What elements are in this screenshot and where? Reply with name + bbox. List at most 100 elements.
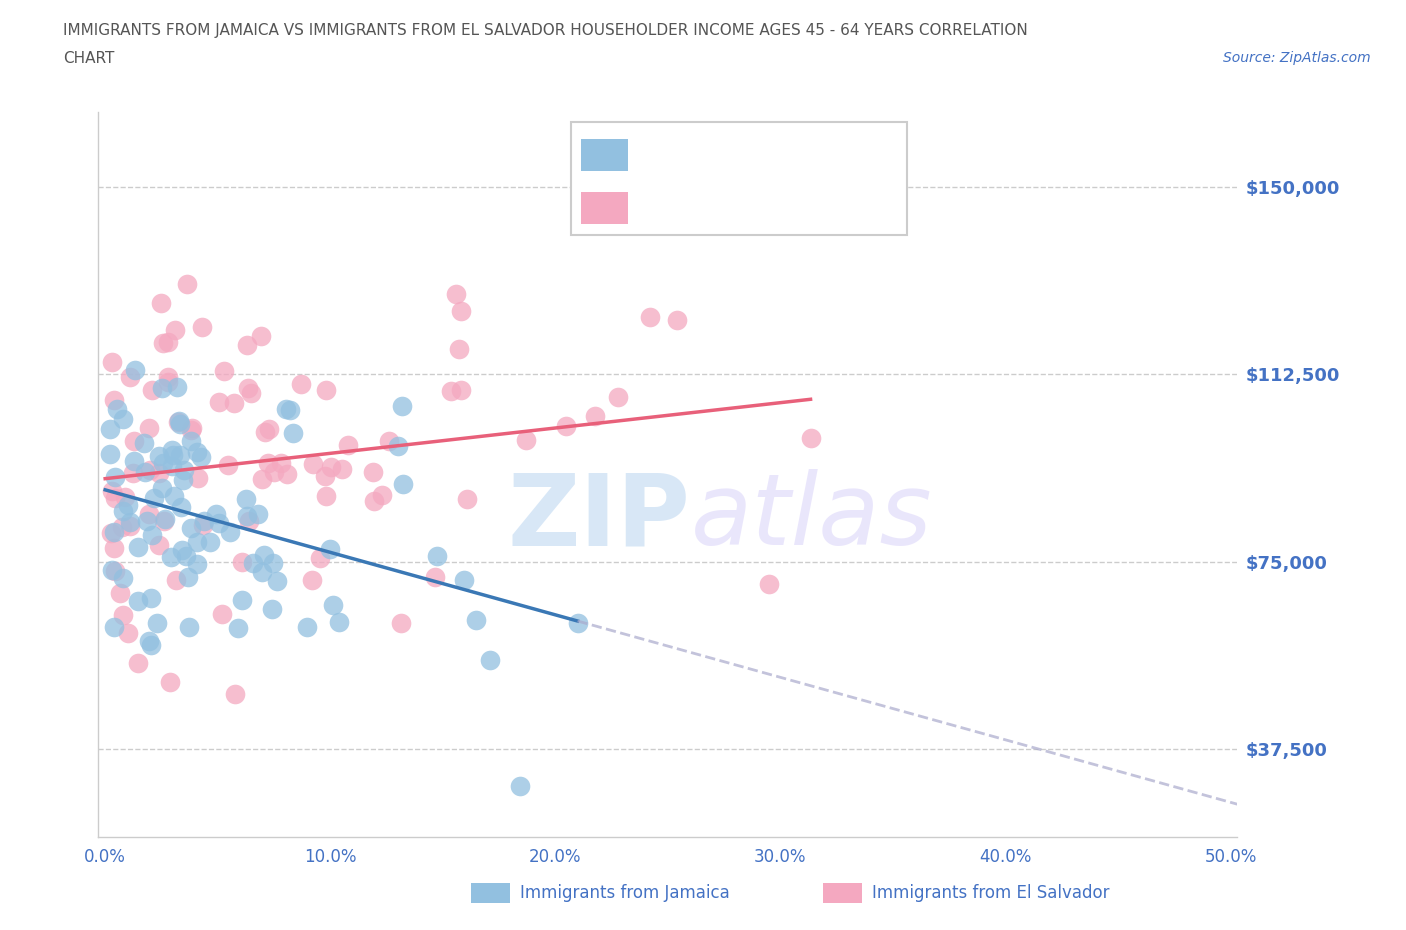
- Point: [176, 277, 198, 292]
- Point: [253, 424, 276, 439]
- Point: [152, 336, 174, 351]
- Point: [111, 570, 134, 585]
- Point: [290, 377, 312, 392]
- Point: [218, 525, 240, 539]
- Point: [165, 323, 187, 338]
- Point: [139, 591, 162, 605]
- Point: [172, 543, 194, 558]
- Point: [165, 572, 187, 587]
- Point: [141, 383, 163, 398]
- Point: [479, 653, 502, 668]
- Point: [758, 577, 780, 591]
- Text: CHART: CHART: [63, 51, 115, 66]
- Point: [173, 463, 195, 478]
- Point: [315, 382, 337, 397]
- Point: [583, 408, 606, 423]
- Point: [139, 637, 162, 652]
- Point: [211, 607, 233, 622]
- Point: [186, 445, 208, 459]
- Point: [162, 447, 184, 462]
- Point: [450, 382, 472, 397]
- Point: [180, 521, 202, 536]
- Point: [122, 453, 145, 468]
- Text: IMMIGRANTS FROM JAMAICA VS IMMIGRANTS FROM EL SALVADOR HOUSEHOLDER INCOME AGES 4: IMMIGRANTS FROM JAMAICA VS IMMIGRANTS FR…: [63, 23, 1028, 38]
- Point: [100, 354, 122, 369]
- Point: [239, 386, 262, 401]
- Point: [262, 556, 284, 571]
- Point: [114, 489, 136, 504]
- Point: [101, 484, 124, 498]
- Point: [134, 465, 156, 480]
- Point: [141, 527, 163, 542]
- Point: [253, 548, 276, 563]
- Point: [190, 449, 212, 464]
- Point: [120, 519, 142, 534]
- Point: [606, 390, 628, 405]
- Point: [103, 620, 125, 635]
- Text: Immigrants from Jamaica: Immigrants from Jamaica: [520, 884, 730, 902]
- Text: atlas: atlas: [690, 470, 932, 566]
- Point: [250, 328, 273, 343]
- Point: [111, 519, 134, 534]
- Point: [117, 626, 139, 641]
- Point: [156, 374, 179, 389]
- Point: [176, 569, 198, 584]
- Point: [270, 456, 292, 471]
- Point: [666, 312, 689, 327]
- Point: [187, 471, 209, 485]
- Point: [139, 463, 162, 478]
- Point: [276, 402, 298, 417]
- Point: [465, 613, 488, 628]
- Point: [446, 286, 468, 301]
- Point: [152, 456, 174, 471]
- Point: [122, 433, 145, 448]
- Point: [124, 363, 146, 378]
- Point: [391, 476, 413, 491]
- Point: [98, 447, 121, 462]
- Point: [319, 542, 342, 557]
- Point: [104, 564, 127, 578]
- Point: [262, 602, 284, 617]
- Point: [330, 462, 353, 477]
- Point: [238, 513, 260, 528]
- Point: [103, 392, 125, 407]
- Point: [180, 433, 202, 448]
- Point: [111, 608, 134, 623]
- Point: [257, 421, 280, 436]
- Point: [153, 512, 176, 526]
- Point: [148, 448, 170, 463]
- Point: [152, 513, 174, 528]
- Point: [100, 525, 122, 540]
- Point: [278, 403, 301, 418]
- Point: [163, 488, 186, 503]
- Point: [425, 549, 447, 564]
- Point: [159, 675, 181, 690]
- Point: [191, 518, 214, 533]
- Point: [250, 472, 273, 486]
- Point: [378, 433, 401, 448]
- Point: [295, 620, 318, 635]
- Point: [170, 499, 193, 514]
- Point: [328, 615, 350, 630]
- Point: [315, 489, 337, 504]
- Point: [236, 338, 259, 352]
- Point: [190, 320, 212, 335]
- Point: [440, 384, 463, 399]
- Point: [450, 303, 472, 318]
- Point: [177, 619, 200, 634]
- Point: [363, 494, 385, 509]
- Point: [638, 310, 661, 325]
- Point: [110, 585, 132, 600]
- Point: [112, 503, 135, 518]
- Point: [132, 436, 155, 451]
- Point: [554, 418, 576, 433]
- Point: [276, 467, 298, 482]
- Point: [127, 539, 149, 554]
- Point: [156, 369, 179, 384]
- Point: [515, 432, 537, 447]
- Point: [167, 413, 190, 428]
- Point: [150, 380, 173, 395]
- Point: [138, 507, 160, 522]
- Point: [309, 551, 332, 565]
- Point: [127, 656, 149, 671]
